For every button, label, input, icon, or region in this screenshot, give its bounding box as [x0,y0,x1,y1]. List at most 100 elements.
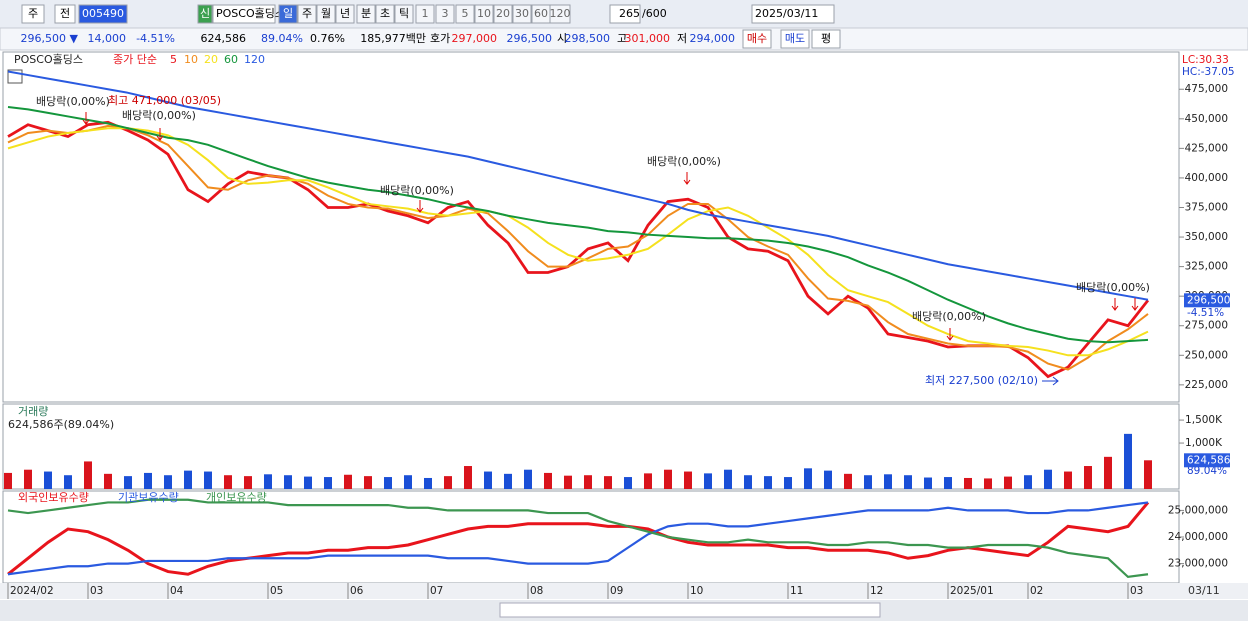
toolbar-text[interactable]: 초 [380,7,390,20]
dividend-arrow [1111,298,1119,311]
volume-bar [1004,476,1012,489]
info-text[interactable]: 매수 [747,32,767,45]
toolbar-text[interactable]: 년 [340,7,350,20]
dividend-arrow [156,128,164,141]
toolbar-button[interactable] [435,4,455,24]
volume-bar [524,469,532,489]
toolbar-text[interactable]: 10 [477,7,491,20]
x-tick-label: 11 [790,585,803,597]
toolbar-text[interactable]: 틱 [399,7,409,20]
volume-bar [624,477,632,489]
toolbar-button[interactable] [375,4,395,24]
last-price-box [1184,293,1230,308]
toolbar-text[interactable]: 전 [60,7,70,20]
info-text: 624,586 [201,32,247,45]
volume-bar [84,461,92,489]
toolbar-text[interactable]: 2025/03/11 [755,7,818,20]
volume-bar [264,474,272,489]
toolbar-text[interactable]: 30 [515,7,529,20]
volume-bar [1024,475,1032,489]
toolbar-text[interactable]: 20 [496,7,510,20]
volume-bar [884,474,892,489]
info-text: 301,000 [625,32,671,45]
last-volume-box [1184,453,1230,468]
volume-bar [844,473,852,489]
info-text[interactable]: 평 [821,32,831,45]
x-tick-label: 2024/02 [10,585,54,597]
annotation: 최고 471,000 (03/05) [108,94,221,107]
toolbar-button[interactable] [394,4,414,24]
toolbar-text[interactable]: 주 [28,7,38,20]
volume-bar [324,477,332,489]
legend-entry: 기관보유수량 [118,491,179,504]
x-tick-label: 05 [270,585,283,597]
toolbar-button[interactable] [316,4,336,24]
toolbar-row2 [0,27,1248,51]
chart-title: POSCO홀딩스 [14,53,83,66]
toolbar-text[interactable]: 3 [442,7,449,20]
toolbar-text[interactable]: POSCO홀딩스 [216,7,285,20]
toolbar-button[interactable] [512,4,532,24]
lc-label: LC:30.33 [1182,54,1229,66]
volume-bar [564,475,572,489]
volume-bar [1084,466,1092,489]
toolbar-button[interactable] [212,4,276,24]
toolbar-button[interactable] [78,4,128,24]
toolbar-button[interactable] [609,4,641,24]
y-tick-label: 400,000 [1185,172,1228,184]
info-text: 296,500 [507,32,553,45]
toolbar-text[interactable]: 120 [550,7,571,20]
scroll-thumb[interactable] [499,602,881,618]
toolbar-text[interactable]: 1 [422,7,429,20]
series-line [7,501,1149,576]
toolbar-text[interactable]: 5 [462,7,469,20]
volume-bar [284,475,292,489]
volume-bar [144,472,152,489]
volume-bar [404,475,412,489]
toolbar-button[interactable] [415,4,435,24]
toolbar-text[interactable]: 신 [200,7,210,20]
volume-bar [584,475,592,489]
toolbar-button[interactable] [197,4,213,24]
toolbar-text[interactable]: 분 [361,7,371,20]
y-tick-label: 475,000 [1185,83,1228,95]
toolbar-text[interactable]: 일 [283,6,293,20]
last-price-label: 296,500 [1187,294,1230,306]
volume-bar [784,477,792,489]
order-button[interactable] [780,29,810,49]
info-text: 시 [557,32,567,45]
info-text: 185,977백만 [360,32,426,45]
toolbar-button[interactable] [297,4,317,24]
info-text: 저 [677,32,687,45]
toolbar-button[interactable] [455,4,475,24]
annotation: 배당락(0,00%) [1076,281,1150,294]
series-line [7,498,1149,579]
toolbar-text[interactable]: 265 [619,7,640,20]
y-tick-label: 1,000K [1185,437,1223,449]
toolbar-text[interactable]: /600 [642,7,667,20]
toolbar-button[interactable] [356,4,376,24]
volume-subtitle: 624,586주(89.04%) [8,418,114,431]
info-text: 89.04% [261,32,303,45]
toolbar-text[interactable]: 월 [321,7,331,20]
toolbar-text[interactable]: 주 [302,7,312,20]
toolbar-button[interactable] [335,4,355,24]
annotation: 배당락(0,00%) [380,184,454,197]
volume-bar [704,473,712,489]
series-line [7,501,1150,576]
toolbar-button[interactable] [549,4,571,24]
toolbar-text[interactable]: 005490 [82,7,124,20]
toolbar-button[interactable] [54,4,76,24]
volume-bar [244,476,252,489]
order-button[interactable] [811,29,841,49]
series-line [7,70,1149,301]
toolbar-button[interactable] [278,4,298,24]
toolbar-button[interactable] [21,4,45,24]
toolbar-button[interactable] [474,4,494,24]
toolbar-button[interactable] [751,4,835,24]
order-button[interactable] [742,29,772,49]
info-text[interactable]: 매도 [785,32,805,45]
toolbar-button[interactable] [493,4,513,24]
volume-bar [744,475,752,489]
toolbar-text[interactable]: 60 [534,7,548,20]
